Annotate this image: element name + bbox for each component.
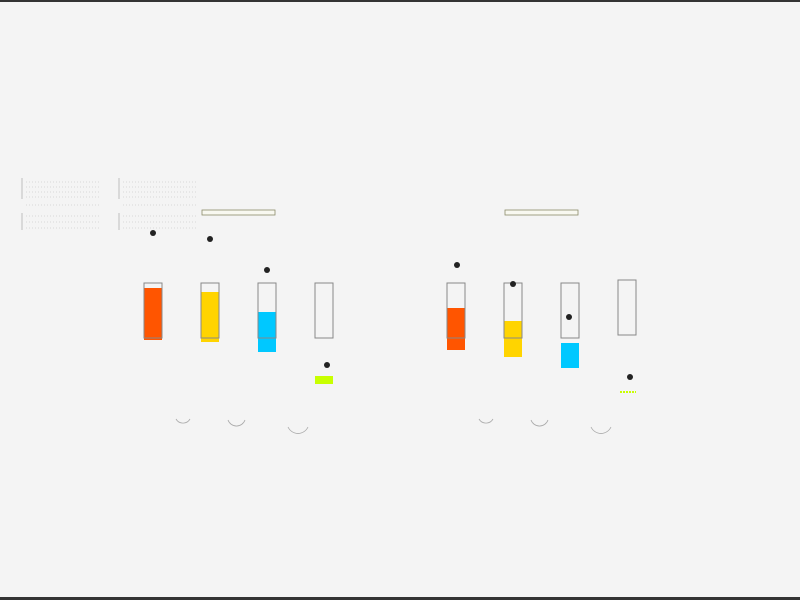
dot: [324, 362, 330, 368]
liquid: [504, 321, 522, 357]
tube: [314, 282, 334, 339]
liquid: [258, 312, 276, 352]
dot: [207, 236, 213, 242]
dot: [454, 262, 460, 268]
liquid: [201, 292, 219, 342]
tube: [143, 282, 163, 339]
tube: [200, 282, 220, 339]
dot: [510, 281, 516, 287]
dotted-lines: [21, 178, 197, 230]
dot: [566, 314, 572, 320]
tube: [446, 282, 466, 339]
arcs: [478, 418, 612, 434]
tube: [257, 282, 277, 339]
arcs: [175, 418, 309, 434]
progress-bar: [504, 209, 579, 216]
liquid: [561, 343, 579, 368]
bottom-border: [0, 597, 800, 600]
dot: [150, 230, 156, 236]
dot: [627, 374, 633, 380]
right-panel: [446, 209, 637, 434]
tube: [560, 282, 580, 339]
progress-bar: [201, 209, 276, 216]
left-panel: [143, 209, 334, 434]
liquid: [144, 288, 162, 340]
top-border: [0, 0, 800, 2]
liquid: [315, 376, 333, 384]
liquid: [447, 308, 465, 350]
tube: [617, 279, 637, 336]
dot: [264, 267, 270, 273]
